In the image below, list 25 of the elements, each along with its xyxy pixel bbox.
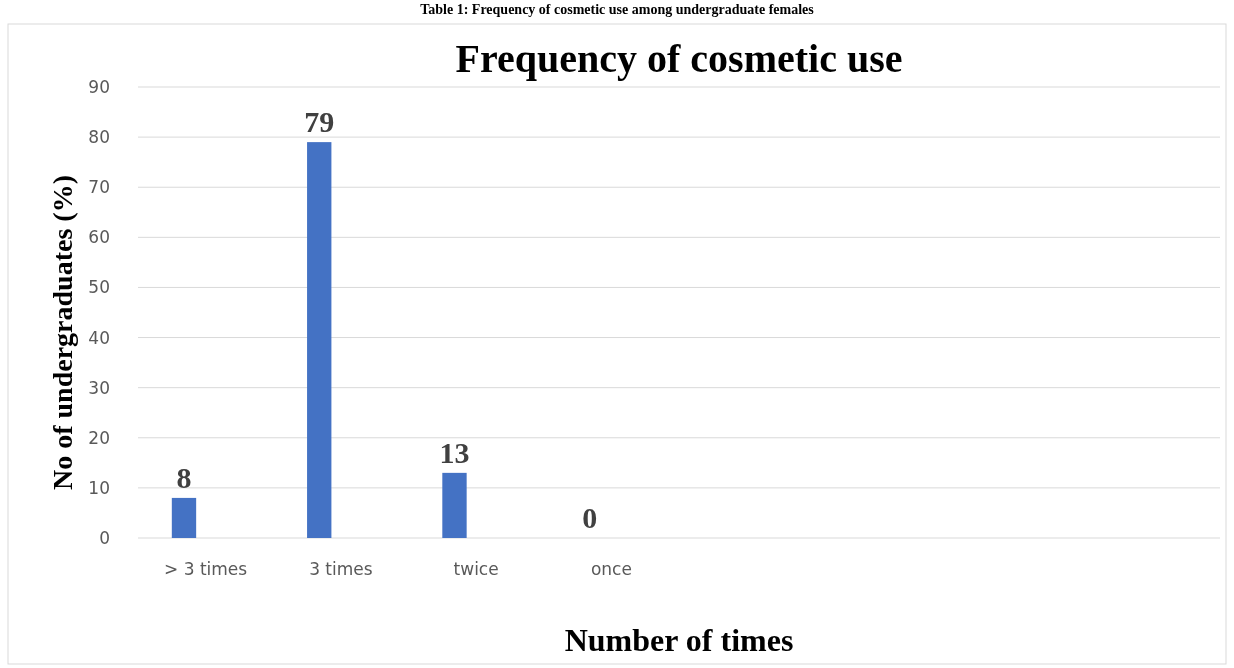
data-label: 8 — [176, 460, 192, 494]
x-axis-title: Number of times — [564, 622, 794, 658]
y-tick-label: 0 — [99, 527, 110, 548]
data-label: 0 — [582, 501, 598, 534]
bar — [171, 497, 197, 538]
y-tick-label: 20 — [88, 427, 110, 448]
x-tick-label: once — [590, 559, 632, 579]
y-tick-label: 60 — [88, 227, 110, 248]
chart-title: Frequency of cosmetic use — [455, 36, 903, 81]
x-tick-label: 3 times — [309, 559, 373, 579]
y-tick-label: 50 — [88, 277, 110, 298]
x-tick-label: > 3 times — [164, 559, 248, 579]
data-label: 79 — [304, 105, 335, 139]
caption: Table 1: Frequency of cosmetic use among undergraduate females — [420, 2, 815, 17]
y-tick-label: 80 — [88, 127, 110, 148]
y-tick-label: 40 — [88, 327, 110, 348]
y-axis-title: No of undergraduates (%) — [47, 175, 78, 490]
data-label: 13 — [439, 435, 470, 469]
y-tick-label: 30 — [88, 377, 110, 398]
y-tick-label: 70 — [88, 177, 110, 198]
bar — [442, 472, 467, 538]
bar — [307, 142, 332, 538]
y-tick-label: 90 — [88, 76, 110, 97]
x-tick-label: twice — [453, 559, 499, 579]
y-tick-label: 10 — [88, 477, 110, 498]
